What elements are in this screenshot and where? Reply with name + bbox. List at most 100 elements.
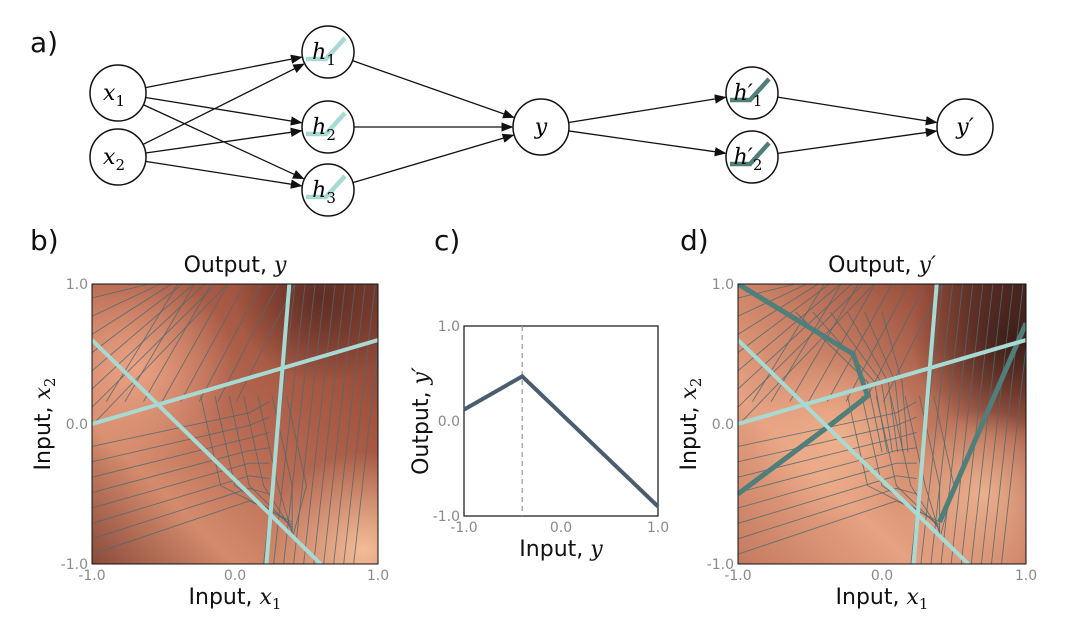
contour-line: [738, 431, 917, 478]
y-joint-line-2: [937, 322, 1026, 523]
node-label: h2: [312, 115, 336, 144]
panel-d-frame: [737, 283, 1027, 565]
panel-d: Output, y′ -1.0 0.0 1.0 -1.0 0.0 1.0 Input, x…: [677, 253, 1037, 613]
panel-b-title: Output, y: [184, 253, 287, 278]
contour-line: [990, 284, 1024, 564]
x-tick-label: -1.0: [724, 568, 751, 584]
panel-label-d: d): [680, 224, 709, 257]
x-tick-label: 0.0: [871, 568, 893, 584]
contour-line: [92, 462, 270, 509]
panel-c: -1.0 0.0 1.0 -1.0 0.0 1.0 Input, y Output, y′: [409, 319, 669, 562]
node-x2: x2: [89, 128, 147, 186]
relu-icon: [730, 77, 771, 103]
panel-b-heatmap: [92, 284, 378, 564]
node-x1: x1: [89, 64, 147, 122]
contour-line: [92, 431, 270, 478]
edge-h1-y: [352, 60, 515, 119]
node-label: h′1: [734, 81, 763, 110]
contour-line: [789, 284, 859, 402]
contour-line: [738, 487, 917, 540]
contour-line: [847, 395, 940, 523]
node-label: h′2: [734, 145, 763, 174]
y-tick-label: 1.0: [438, 319, 460, 335]
joint-line-h2: [738, 338, 970, 564]
panel-d-xlabel: Input, x1: [836, 585, 929, 613]
node-subscript: 1: [115, 92, 125, 110]
contour-line: [738, 475, 917, 524]
node-circle: [936, 98, 994, 156]
panel-label-b: b): [30, 224, 59, 257]
node-subscript: 1: [326, 51, 336, 69]
node-yp: y′: [936, 98, 994, 156]
contour-line: [980, 284, 1014, 564]
contour-line: [92, 416, 270, 463]
contour-line: [92, 284, 183, 353]
contour-line: [883, 284, 943, 402]
node-subscript: 2: [115, 156, 125, 174]
contour-line: [950, 284, 984, 564]
panel-d-title: Output, y′: [828, 253, 936, 278]
contour-line: [738, 284, 875, 426]
contour-line: [826, 284, 893, 402]
contour-line: [890, 395, 940, 531]
node-circle: [89, 64, 147, 122]
node-circle: [725, 66, 779, 120]
node-circle: [725, 130, 779, 184]
node-hp2: h′2: [725, 130, 779, 184]
node-circle: [301, 25, 355, 79]
contour-line: [343, 284, 376, 564]
contour-line: [845, 284, 910, 402]
contour-line: [738, 284, 830, 353]
node-h3: h3: [301, 163, 355, 217]
panel-d-ylabel: Input, x2: [677, 378, 705, 471]
joint-line-h1: [738, 338, 1026, 426]
edge-h3-y: [352, 133, 515, 184]
node-subscript: 3: [326, 189, 336, 207]
contour-line: [92, 284, 228, 426]
contour-line: [92, 475, 270, 524]
y-tick-label: 0.0: [438, 414, 460, 430]
contour-line: [92, 284, 172, 335]
contour-line: [161, 284, 229, 402]
x-tick-label: 0.0: [224, 568, 246, 584]
relu-icon: [730, 141, 771, 167]
node-circle: [89, 128, 147, 186]
panel-c-xlabel: Input, y: [519, 537, 603, 562]
series-line: [463, 373, 660, 508]
node-hp1: h′1: [725, 66, 779, 120]
x-tick-label: -1.0: [450, 520, 477, 536]
node-circle: [512, 98, 570, 156]
contour-line: [313, 284, 346, 564]
node-h2: h2: [301, 100, 355, 154]
node-circle: [301, 163, 355, 217]
joint-line-h3: [264, 284, 292, 564]
contour-line: [738, 284, 808, 317]
contour-line: [738, 284, 853, 390]
node-circle: [301, 100, 355, 154]
edge-x2-h1: [142, 63, 305, 146]
contour-line: [236, 284, 296, 402]
node-y: y: [512, 98, 570, 156]
edge-x1-h1: [145, 54, 303, 89]
node-label: y: [534, 115, 548, 140]
contour-line: [333, 284, 366, 564]
contour-line: [143, 284, 212, 402]
panel-d-heatmap: [738, 284, 1026, 564]
contour-line: [960, 284, 994, 564]
node-label: h3: [312, 178, 336, 207]
contour-line: [738, 462, 917, 509]
contour-line: [861, 395, 940, 526]
relu-icon: [306, 174, 347, 200]
relu-icon: [306, 36, 347, 62]
contour-line: [198, 284, 262, 402]
contour-line: [920, 284, 954, 564]
x-tick-label: 1.0: [647, 520, 669, 536]
contour-line: [875, 395, 940, 528]
panel-b-frame: [91, 283, 379, 565]
y-tick-label: -1.0: [433, 509, 460, 525]
contour-line: [738, 416, 917, 463]
contour-line: [180, 284, 246, 402]
x-tick-label: 1.0: [367, 568, 389, 584]
y-tick-label: -1.0: [707, 557, 734, 573]
